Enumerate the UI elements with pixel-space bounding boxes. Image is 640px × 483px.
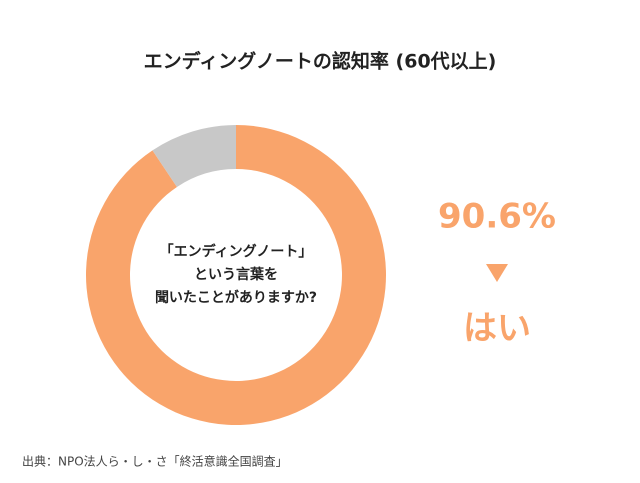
donut-slice [85, 125, 386, 425]
arrow [486, 264, 508, 282]
center-text: という言葉を [194, 266, 278, 283]
donut [85, 125, 386, 425]
chart-title: エンディングノートの認知率 (60代以上) [144, 50, 497, 73]
value-label: 90.6% [438, 197, 556, 237]
category-label: はい [463, 309, 531, 349]
center-text: 「エンディングノート」 [160, 243, 313, 260]
donut-slice [152, 125, 236, 187]
center-text: 聞いたことがありますか? [155, 289, 317, 306]
source: 出典：NPO法人ら・し・さ「終活意識全国調査」 [22, 454, 288, 469]
